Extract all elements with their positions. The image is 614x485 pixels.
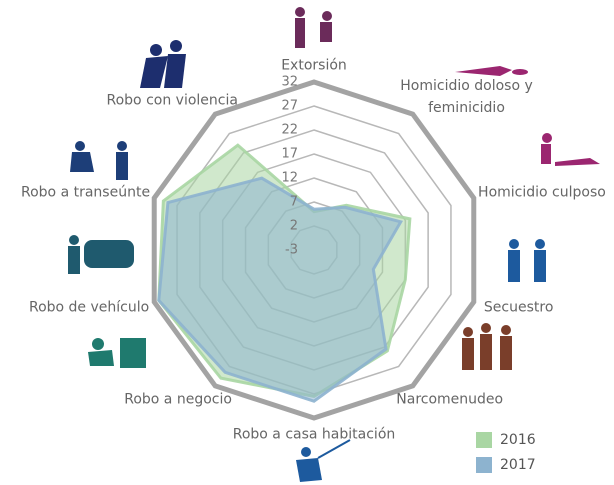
category-label: Robo a casa habitación [232, 426, 396, 443]
legend-swatch [476, 432, 492, 448]
icons [68, 7, 600, 482]
icon [88, 338, 146, 368]
r-tick-label: 7 [290, 195, 298, 210]
r-tick-label: 27 [281, 99, 298, 114]
category-label: Homicidio doloso y feminicidio [400, 78, 533, 117]
legend-label: 2016 [500, 432, 536, 448]
category-label: Robo de vehículo [28, 298, 150, 315]
category-label: Secuestro [483, 298, 554, 315]
grid-ring [151, 79, 477, 421]
icon [68, 235, 134, 274]
icon [296, 439, 351, 482]
icon [140, 40, 186, 88]
icon [70, 141, 128, 180]
series-area [157, 176, 404, 403]
r-tick-label: -3 [285, 243, 298, 258]
r-tick-label: 32 [281, 75, 298, 90]
icon [541, 133, 600, 166]
category-label: Extorsión [281, 57, 347, 74]
category-label: Robo a negocio [124, 391, 232, 408]
legend-label: 2017 [500, 457, 536, 473]
category-label: Homicidio culposo [478, 185, 606, 202]
legend-item: 2016 [476, 432, 536, 448]
r-tick-label: 17 [281, 147, 298, 162]
icon [508, 239, 546, 282]
r-tick-label: 12 [281, 171, 298, 186]
legend-swatch [476, 457, 492, 473]
icon [462, 323, 512, 370]
category-label: Robo a transeúnte [21, 185, 151, 202]
r-tick-label: 22 [281, 123, 298, 138]
icon [455, 66, 528, 76]
category-label: Narcomenudeo [396, 391, 504, 408]
legend-item: 2017 [476, 457, 536, 473]
category-label: Robo con violencia [106, 92, 238, 109]
icon [295, 7, 332, 48]
r-tick-label: 2 [290, 219, 298, 234]
